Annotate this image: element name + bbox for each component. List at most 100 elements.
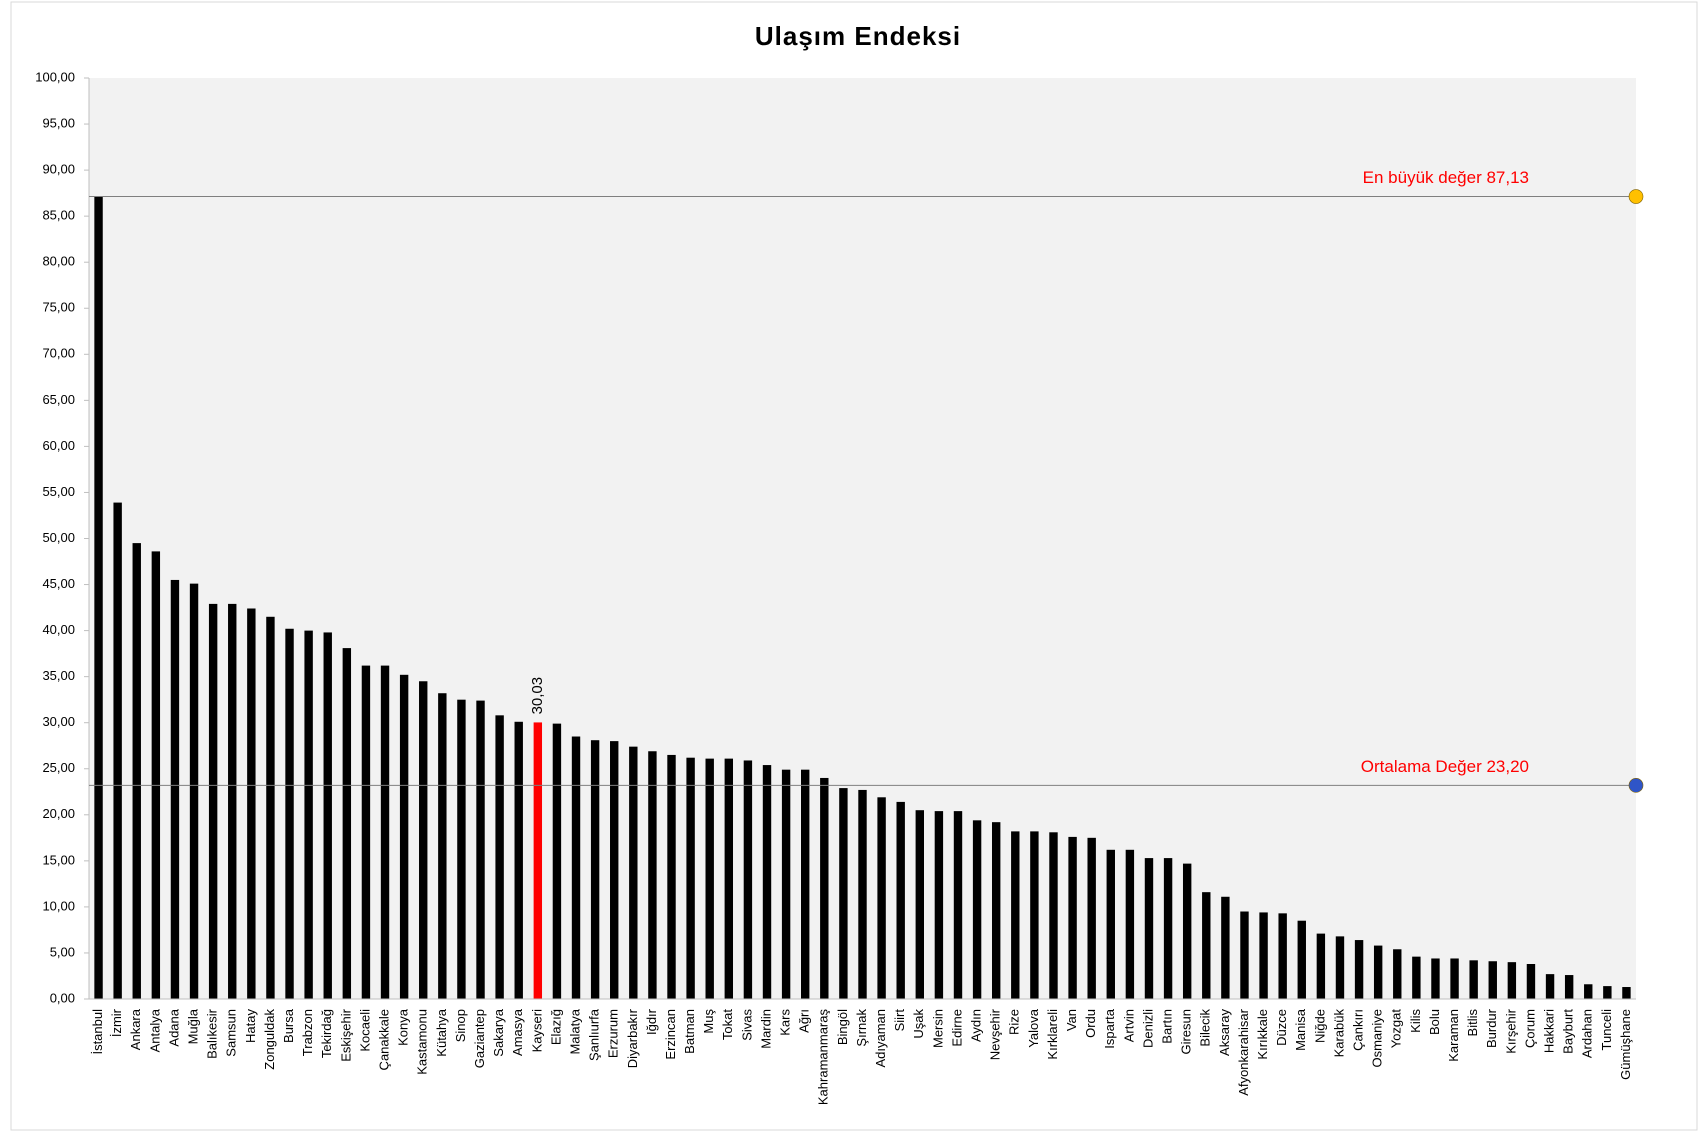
bar [953,811,963,999]
bar [1106,849,1115,999]
bar [610,741,619,999]
bar [266,616,275,999]
bar [1259,912,1268,999]
x-tick-label: Niğde [1312,1009,1327,1043]
x-tick-label: Bingöl [835,1009,850,1045]
bar [1202,892,1211,999]
bar [915,810,924,999]
y-tick-label: 40,00 [42,622,75,637]
bar [323,632,332,999]
x-tick-label: Kütahya [434,1008,449,1056]
bar [1603,986,1612,999]
bar [1068,836,1077,999]
x-tick-label: Batman [682,1009,697,1054]
y-tick-label: 85,00 [42,208,75,223]
bar [705,758,714,999]
chart-title: Ulaşım Endeksi [755,21,961,51]
y-tick-label: 65,00 [42,392,75,407]
x-tick-label: Afyonkarahisar [1236,1008,1251,1095]
bar [839,788,848,999]
x-tick-label: Adıyaman [873,1009,888,1068]
x-tick-label: İstanbul [90,1009,105,1055]
reference-marker [1628,189,1644,204]
bar [132,543,141,999]
y-tick-label: 70,00 [42,346,75,361]
bar [342,648,352,999]
bar [189,583,199,999]
bar [1049,832,1058,999]
y-tick-label: 95,00 [42,115,75,130]
bar [781,769,791,999]
bar [1564,975,1574,999]
bar [1030,831,1039,999]
x-tick-label: Samsun [224,1009,239,1057]
y-tick-label: 75,00 [42,300,75,315]
bar [590,740,600,999]
bar [514,721,523,999]
x-tick-label: Şanlıurfa [587,1008,602,1061]
x-tick-label: Erzincan [663,1009,678,1060]
x-tick-label: Iğdır [644,1008,659,1035]
bar [1011,831,1020,999]
y-tick-label: 5,00 [50,944,75,959]
x-tick-label: Bursa [281,1008,296,1043]
x-tick-label: Kocaeli [357,1009,372,1052]
bar [667,754,676,999]
x-tick-label: Burdur [1484,1008,1499,1048]
x-tick-label: Uşak [911,1009,926,1039]
x-tick-label: Nevşehir [988,1008,1003,1060]
bar [1240,911,1249,999]
y-tick-label: 90,00 [42,162,75,177]
x-tick-label: Elazığ [548,1009,563,1045]
y-tick-label: 100,00 [35,69,75,84]
bar [1163,858,1173,999]
x-tick-label: Bayburt [1561,1009,1576,1054]
bar [1182,863,1192,999]
bar [1354,940,1364,999]
bar [1087,837,1096,999]
y-tick-label: 50,00 [42,530,75,545]
bar [1316,933,1326,999]
bar [419,681,428,999]
x-tick-label: Kilis [1408,1009,1423,1033]
x-tick-label: Siirt [892,1009,907,1032]
bar [552,723,562,999]
x-tick-label: Tokat [720,1009,735,1040]
x-tick-label: Kırşehir [1503,1008,1518,1053]
bar [1335,936,1345,999]
x-tick-label: Tekirdağ [319,1009,334,1058]
x-tick-label: Hakkari [1541,1009,1556,1053]
x-tick-label: Balıkesir [205,1008,220,1059]
bar [858,789,867,999]
bar [1584,984,1593,999]
bar [1450,958,1459,999]
x-tick-label: Eskişehir [338,1008,353,1061]
bar [380,665,390,999]
bar [801,769,810,999]
bar [113,502,122,999]
bar [724,758,734,999]
data-label: 30,03 [529,677,546,715]
y-tick-label: 60,00 [42,438,75,453]
x-tick-label: Manisa [1293,1008,1308,1051]
x-tick-label: Çanakkale [376,1009,391,1070]
x-tick-label: Çorum [1522,1009,1537,1048]
x-tick-label: Ordu [1083,1009,1098,1038]
y-tick-label: 45,00 [42,576,75,591]
x-tick-label: Aksaray [1217,1009,1232,1056]
bar [648,751,657,999]
x-tick-label: Yozgat [1389,1009,1404,1049]
bar [1297,920,1306,999]
x-tick-label: Mersin [930,1009,945,1048]
x-tick-label: Erzurum [606,1009,621,1058]
bar [1278,913,1287,999]
bar [1373,945,1383,999]
bar [571,736,581,999]
x-tick-label: Osmaniye [1370,1009,1385,1068]
bar [1144,858,1154,999]
bar [457,699,466,999]
x-tick-label: Bartın [1160,1009,1175,1044]
x-tick-label: Adana [166,1008,181,1046]
x-tick-label: Artvin [1121,1009,1136,1042]
